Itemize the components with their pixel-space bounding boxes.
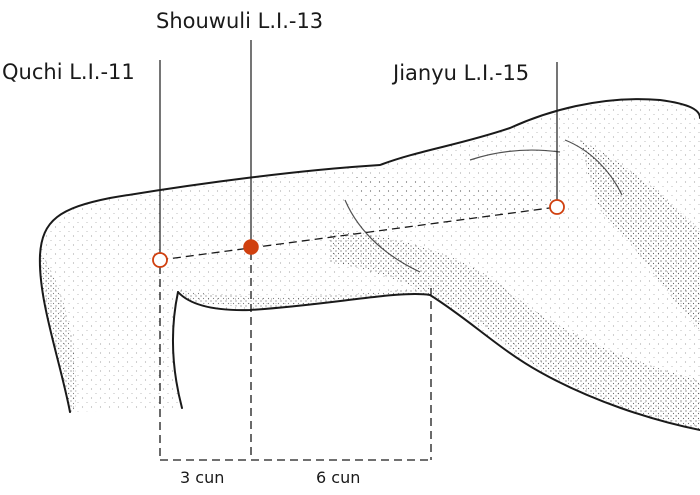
quchi-point-marker [152, 252, 168, 268]
muscle-contours [344, 139, 623, 273]
measure-6-cun: 6 cun [316, 468, 361, 487]
measure-3-cun: 3 cun [180, 468, 225, 487]
shouwuli-label: Shouwuli L.I.-13 [156, 9, 324, 33]
leader-lines [159, 40, 558, 255]
measurement-lines [159, 252, 432, 461]
jianyu-point-marker [549, 199, 565, 215]
quchi-label: Quchi L.I.-11 [2, 60, 135, 84]
jianyu-label: Jianyu L.I.-15 [393, 61, 530, 85]
meridian-dashed-line [159, 206, 558, 261]
shouwuli-point-marker [243, 239, 259, 255]
arm-outline [38, 98, 700, 431]
